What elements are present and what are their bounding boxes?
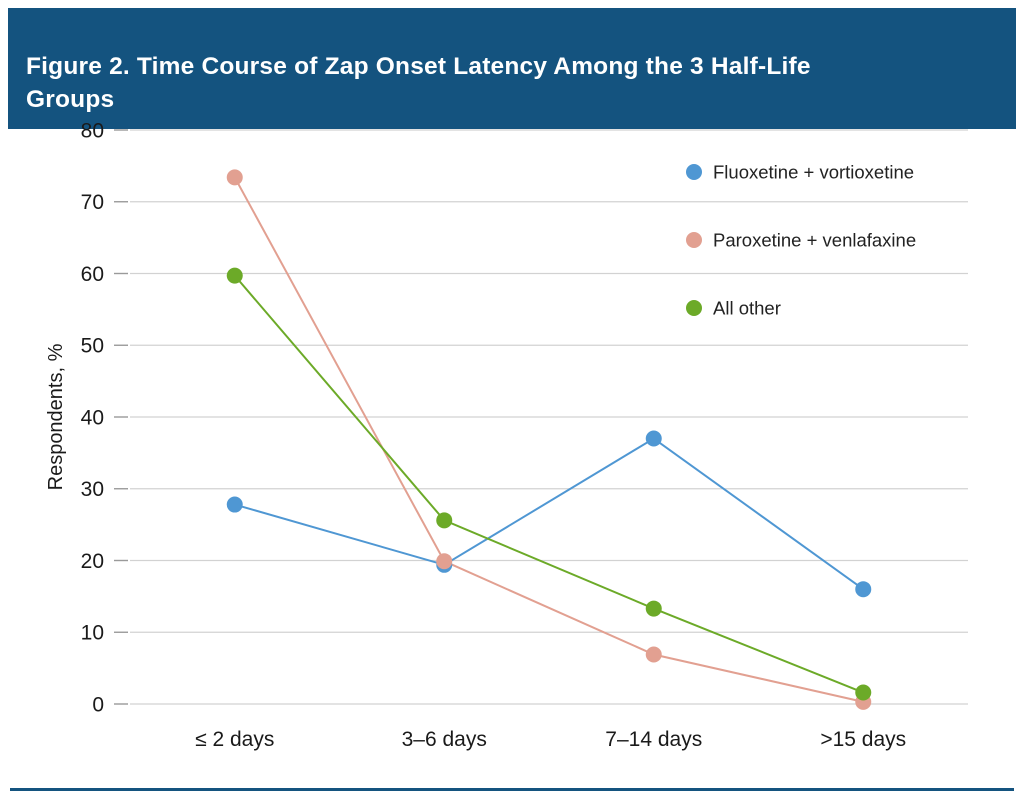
y-axis-title: Respondents, % <box>45 343 67 490</box>
data-point <box>645 600 662 617</box>
x-axis: ≤ 2 days 3–6 days 7–14 days >15 days <box>195 728 906 751</box>
data-point <box>645 646 662 663</box>
legend-label: Fluoxetine + vortioxetine <box>713 161 914 182</box>
data-point <box>855 581 872 598</box>
y-tick-label: 80 <box>81 119 104 142</box>
y-tick-label: 0 <box>92 693 104 716</box>
data-point <box>226 267 243 284</box>
y-tick-label: 50 <box>81 335 104 358</box>
figure-title: Figure 2. Time Course of Zap Onset Laten… <box>26 53 811 113</box>
legend-dot <box>686 300 702 316</box>
series-line <box>234 437 864 591</box>
y-tick-label: 40 <box>81 406 104 429</box>
bottom-divider <box>10 788 1014 791</box>
y-tick-label: 30 <box>81 478 104 501</box>
x-tick-label: 7–14 days <box>605 728 702 751</box>
x-tick-label: >15 days <box>820 728 906 751</box>
y-tick-label: 60 <box>81 263 104 286</box>
legend-dot <box>686 164 702 180</box>
legend-label: All other <box>713 297 781 318</box>
y-tick-label: 10 <box>81 622 104 645</box>
series-line <box>233 176 864 703</box>
latency-line-chart: 0 10 20 30 40 50 60 70 80 ≤ 2 days 3–6 days 7–14 da… <box>45 119 968 751</box>
series-line <box>233 275 864 694</box>
y-grid: 0 10 20 30 40 50 60 70 80 <box>81 119 968 716</box>
y-tick-label: 20 <box>81 550 104 573</box>
data-point <box>855 684 872 701</box>
data-point <box>226 169 243 186</box>
x-tick-label: 3–6 days <box>402 728 487 751</box>
data-point <box>436 512 453 529</box>
legend-label: Paroxetine + venlafaxine <box>713 229 916 250</box>
legend: Fluoxetine + vortioxetine Paroxetine + ve… <box>686 161 916 318</box>
chart-area: 0 10 20 30 40 50 60 70 80 ≤ 2 days 3–6 days 7–14 da… <box>0 100 1024 776</box>
y-tick-label: 70 <box>81 191 104 214</box>
x-tick-label: ≤ 2 days <box>195 728 274 751</box>
data-point <box>436 553 453 570</box>
figure-title-bar: Figure 2. Time Course of Zap Onset Laten… <box>8 8 1016 129</box>
data-point <box>645 430 662 447</box>
data-point <box>226 496 243 513</box>
legend-dot <box>686 232 702 248</box>
series-group <box>226 169 872 710</box>
